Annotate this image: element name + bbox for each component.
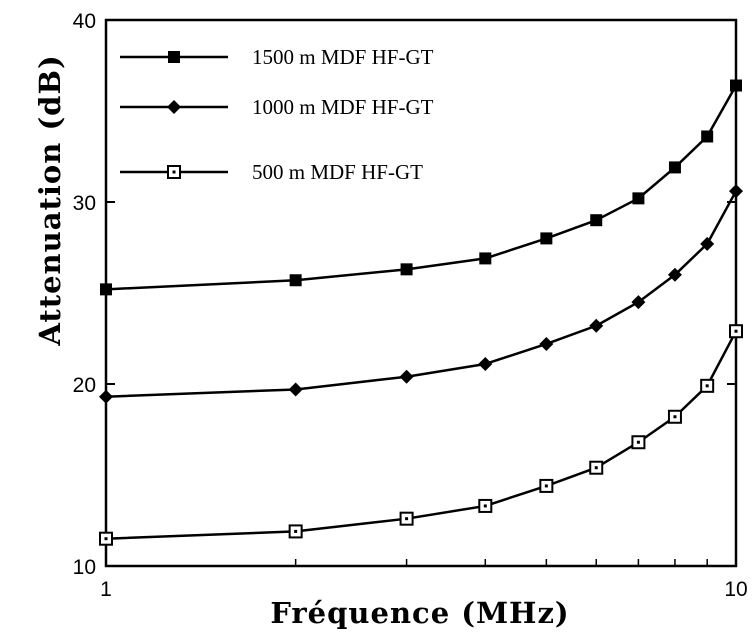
data-point — [99, 389, 113, 404]
series-1 — [99, 184, 743, 404]
data-point — [730, 79, 742, 92]
data-point — [700, 236, 715, 251]
series-2 — [99, 324, 743, 546]
legend-label: 500 m MDF HF-GT — [252, 160, 423, 184]
legend-entry: 1500 m MDF HF-GT — [120, 45, 434, 69]
x-tick-label: 10 — [724, 578, 747, 601]
data-point — [539, 336, 554, 351]
data-point — [478, 498, 493, 513]
legend: 1500 m MDF HF-GT 1000 m MDF HF-GT 500 m MD… — [120, 45, 434, 184]
data-point — [478, 356, 493, 371]
series-0 — [100, 79, 742, 296]
data-point — [631, 295, 646, 310]
data-point — [701, 130, 714, 143]
data-point — [589, 460, 604, 475]
data-point — [668, 161, 681, 174]
data-point — [288, 382, 303, 397]
data-point — [632, 192, 645, 205]
series-line — [105, 84, 738, 291]
y-tick-label: 30 — [73, 192, 96, 215]
legend-marker — [167, 100, 181, 114]
data-point — [399, 511, 414, 526]
data-point — [729, 324, 743, 339]
data-point — [100, 283, 112, 296]
legend-marker — [168, 51, 180, 63]
data-point — [700, 378, 715, 393]
data-point — [667, 267, 682, 282]
data-point — [99, 531, 113, 546]
y-axis-title: Attenuation (dB) — [33, 54, 67, 346]
y-tick-label: 10 — [73, 556, 96, 579]
x-tick-label: 1 — [100, 578, 112, 601]
data-point — [631, 435, 646, 450]
data-point — [589, 318, 604, 333]
data-point — [400, 263, 413, 276]
data-point — [539, 478, 554, 493]
data-point — [289, 274, 302, 287]
data-point — [399, 369, 414, 384]
y-tick-label: 20 — [73, 374, 96, 397]
legend-marker — [167, 165, 181, 179]
data-point — [479, 252, 492, 265]
data-point — [288, 524, 303, 539]
data-point — [590, 214, 603, 227]
legend-label: 1500 m MDF HF-GT — [252, 45, 434, 69]
data-point — [729, 184, 743, 199]
series-layer — [99, 79, 743, 546]
y-tick-label: 40 — [73, 10, 96, 33]
legend-label: 1000 m MDF HF-GT — [252, 95, 434, 119]
legend-entry: 1000 m MDF HF-GT — [120, 95, 434, 119]
series-line — [105, 330, 738, 540]
x-axis-title: Fréquence (MHz) — [270, 596, 569, 630]
data-point — [540, 232, 553, 245]
legend-entry: 500 m MDF HF-GT — [120, 160, 423, 184]
series-line — [105, 190, 738, 398]
data-point — [667, 409, 682, 424]
